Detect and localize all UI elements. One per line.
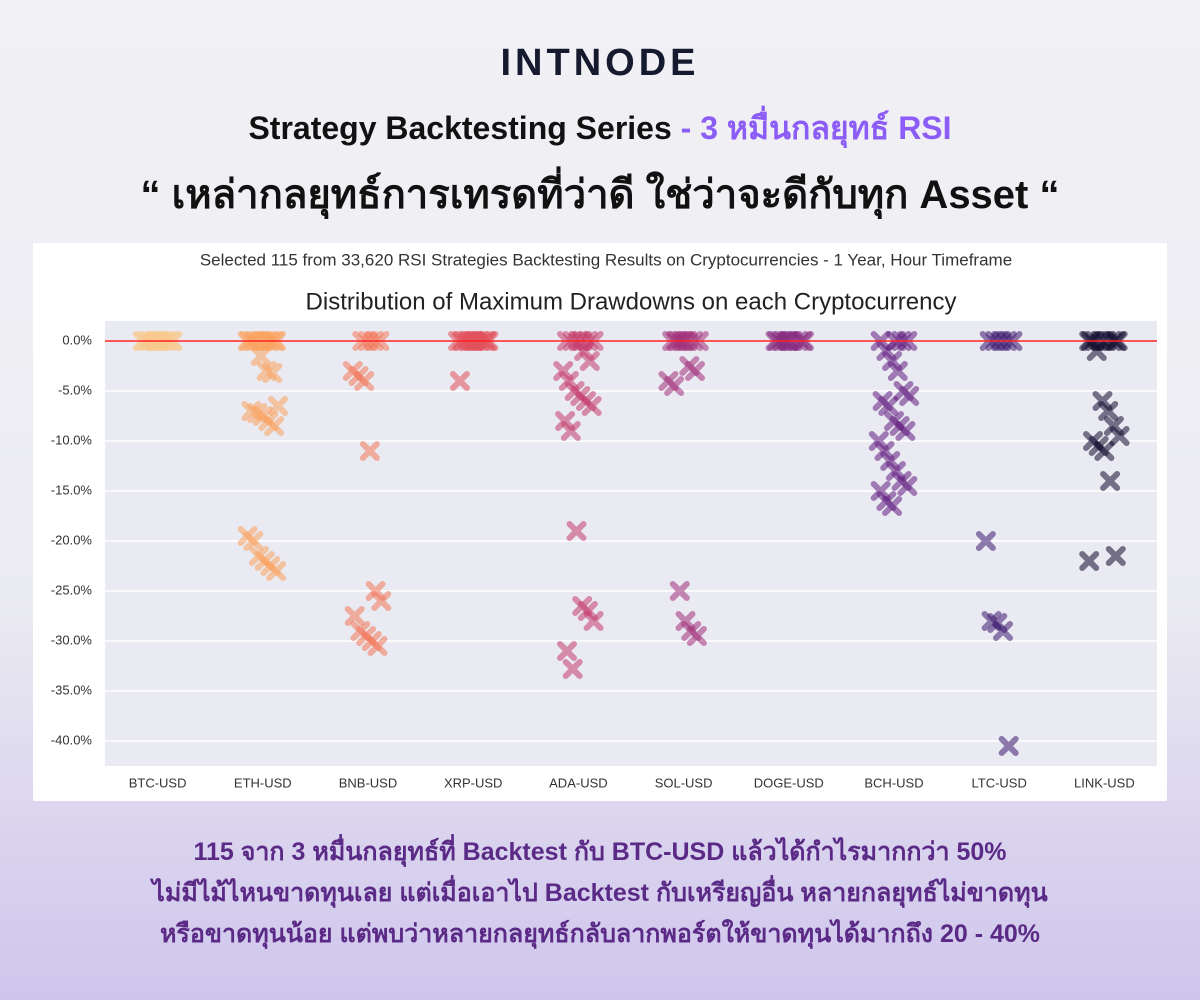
point [1098, 401, 1119, 421]
point [685, 361, 705, 381]
x-tick-label: LTC-USD [972, 775, 1027, 790]
series-highlight: - 3 หมื่นกลยุทธ์ RSI [680, 110, 952, 146]
y-tick-label: -25.0% [51, 582, 93, 597]
point [1079, 551, 1100, 571]
footer-line: ไม่มีไม้ไหนขาดทุนเลย แต่เมื่อเอาไป Backt… [152, 879, 1048, 907]
point [562, 659, 583, 679]
point [581, 396, 602, 416]
point [1105, 546, 1126, 566]
footer: 115 จาก 3 หมื่นกลยุทธ์ที่ Backtest กับ B… [0, 832, 1200, 955]
x-tick-label: LINK-USD [1074, 775, 1135, 790]
point [887, 361, 908, 381]
point [262, 363, 283, 383]
point [579, 351, 600, 371]
x-tick-label: ADA-USD [549, 775, 608, 790]
point [993, 621, 1013, 641]
x-tick-label: XRP-USD [444, 775, 503, 790]
x-tick-label: ETH-USD [234, 775, 292, 790]
point [675, 611, 696, 631]
series-line: Strategy Backtesting Series - 3 หมื่นกลย… [0, 103, 1200, 154]
point [1109, 426, 1130, 446]
logo: INTNODE [500, 42, 700, 84]
point [870, 481, 891, 501]
y-tick-label: -15.0% [51, 482, 93, 497]
y-tick-label: -10.0% [51, 432, 93, 447]
point [367, 636, 388, 656]
y-tick-label: -35.0% [51, 682, 93, 697]
point [558, 371, 579, 391]
point [876, 341, 897, 361]
point [874, 441, 895, 461]
point [354, 371, 375, 391]
plot-area [105, 321, 1157, 766]
point [885, 461, 906, 481]
point [365, 581, 386, 601]
x-tick-label: BNB-USD [339, 775, 398, 790]
point [975, 531, 996, 551]
x-tick-label: BCH-USD [864, 775, 923, 790]
point [266, 561, 287, 581]
point [878, 396, 899, 416]
point [669, 581, 690, 601]
point [868, 431, 889, 451]
point [344, 606, 365, 626]
point [268, 396, 288, 416]
point [250, 346, 271, 366]
y-tick-label: 0.0% [62, 332, 92, 347]
point [555, 411, 576, 431]
point [371, 591, 392, 611]
y-tick-label: -40.0% [51, 732, 93, 747]
point [243, 531, 264, 551]
footer-line: หรือขาดทุนน้อย แต่พบว่าหลายกลยุทธ์กลับลา… [159, 920, 1041, 948]
point [897, 476, 918, 496]
point [1092, 391, 1113, 411]
x-tick-label: SOL-USD [655, 775, 713, 790]
chart: Selected 115 from 33,620 RSI Strategies … [33, 243, 1167, 801]
point [1103, 416, 1124, 436]
footer-line: 115 จาก 3 หมื่นกลยุทธ์ที่ Backtest กับ B… [193, 838, 1007, 866]
point [1094, 441, 1115, 461]
x-tick-label: BTC-USD [129, 775, 187, 790]
point [895, 421, 916, 441]
point [566, 521, 587, 541]
point [1086, 341, 1107, 361]
point [574, 341, 595, 361]
point [882, 496, 903, 516]
point [686, 626, 707, 646]
point [560, 421, 581, 441]
series-title: Strategy Backtesting Series [248, 110, 672, 146]
point [359, 441, 380, 461]
point [577, 601, 598, 621]
point [449, 371, 470, 391]
point [583, 611, 604, 631]
chart-subtitle: Selected 115 from 33,620 RSI Strategies … [200, 250, 1012, 269]
y-tick-label: -30.0% [51, 632, 93, 647]
point [553, 361, 574, 381]
point [880, 451, 901, 471]
x-tick-label: DOGE-USD [754, 775, 824, 790]
y-tick-label: -20.0% [51, 532, 93, 547]
y-tick-label: -5.0% [58, 382, 92, 397]
point [664, 376, 685, 396]
chart-title: Distribution of Maximum Drawdowns on eac… [306, 288, 957, 315]
point [899, 386, 920, 406]
quote: “ เหล่ากลยุทธ์การเทรดที่ว่าดี ใช่ว่าจะดี… [140, 173, 1060, 217]
point [998, 736, 1019, 756]
point [264, 416, 285, 436]
point [882, 351, 903, 371]
point [557, 641, 577, 661]
point [1100, 471, 1121, 491]
